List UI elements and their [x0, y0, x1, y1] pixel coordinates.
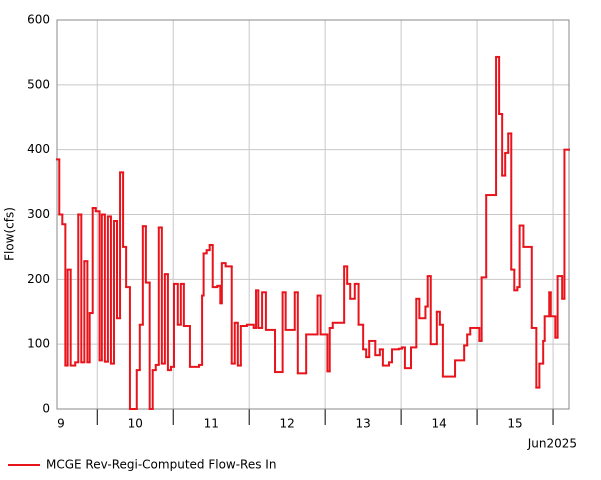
y-tick-label: 400 — [27, 142, 50, 156]
x-tick-label: 11 — [204, 417, 219, 431]
y-tick-label: 500 — [27, 77, 50, 91]
y-axis-label: Flow(cfs) — [3, 207, 17, 261]
y-tick-label: 200 — [27, 272, 50, 286]
y-tick-label: 0 — [42, 402, 50, 416]
y-tick-label: 100 — [27, 337, 50, 351]
x-tick-label: 10 — [128, 417, 143, 431]
x-tick-label: 14 — [431, 417, 446, 431]
y-tick-label: 300 — [27, 207, 50, 221]
x-tick-label: 12 — [280, 417, 295, 431]
legend-label: MCGE Rev-Regi-Computed Flow-Res In — [46, 458, 276, 472]
y-tick-label: 600 — [27, 13, 50, 27]
x-unit-label: Jun2025 — [527, 437, 577, 451]
plot-border — [56, 19, 570, 410]
x-tick-label: 13 — [355, 417, 370, 431]
x-tick-label: 9 — [57, 417, 65, 431]
x-tick-label: 15 — [507, 417, 522, 431]
